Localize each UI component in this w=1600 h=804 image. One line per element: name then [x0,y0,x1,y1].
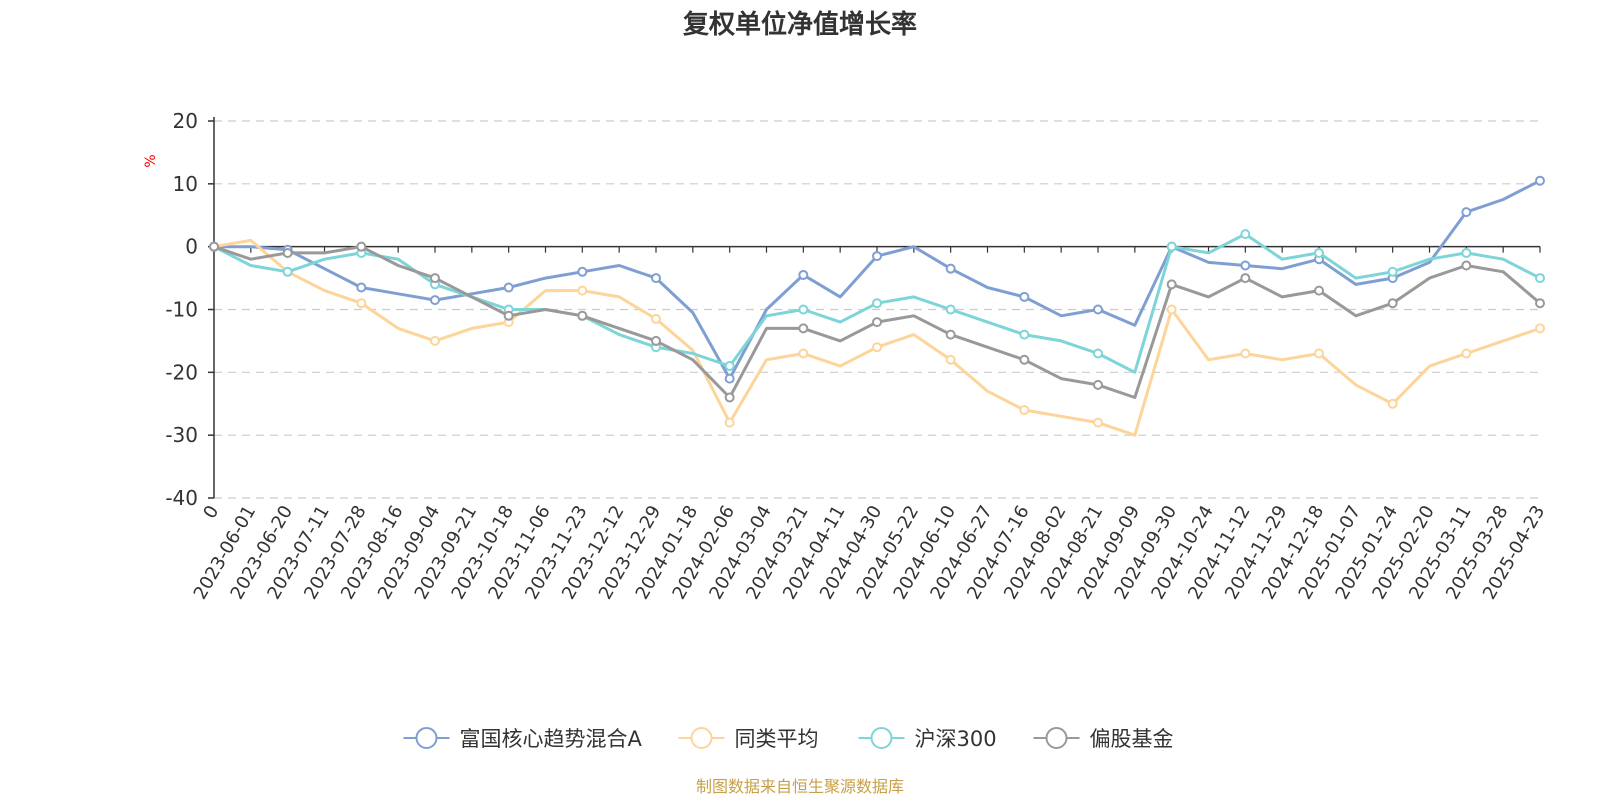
legend-item[interactable]: 同类平均 [678,727,819,751]
data-point-marker [1314,285,1324,296]
data-point-marker [356,241,367,252]
source-note: 制图数据来自恒生聚源数据库 [696,777,904,796]
data-point-marker [798,348,809,359]
data-point-marker [651,335,661,346]
y-tick-label: 0 [185,235,198,259]
grid-lines [214,120,1540,499]
data-point-marker [872,298,882,309]
x-tick-label: 0 [199,502,223,522]
data-point-marker [872,251,882,262]
data-point-marker [1535,273,1545,284]
data-point-marker [577,266,588,277]
data-point-marker [1535,323,1545,334]
legend-label: 富国核心趋势混合A [460,727,643,751]
data-point-marker [1240,260,1251,271]
series-lines [209,175,1545,437]
data-point-marker [1093,417,1103,428]
data-point-marker [872,342,882,353]
data-point-marker [1461,348,1472,359]
data-point-marker [356,282,367,293]
data-point-marker [356,298,367,309]
data-point-marker [577,310,588,321]
data-point-marker [1461,207,1472,218]
data-point-marker [1240,273,1251,284]
legend-circle-icon [870,727,893,749]
chart-title: 复权单位净值增长率 [683,9,917,40]
data-point-marker [872,317,882,328]
data-point-marker [945,304,956,315]
legend-item[interactable]: 富国核心趋势混合A [403,727,643,751]
data-point-marker [1387,266,1398,277]
y-tick-label: -30 [165,423,198,447]
data-point-marker [1166,241,1177,252]
data-point-marker [798,323,809,334]
data-point-marker [430,295,440,306]
legend-label: 偏股基金 [1090,727,1174,751]
data-point-marker [651,273,661,284]
data-point-marker [282,247,293,258]
data-point-marker [1535,298,1545,309]
data-point-marker [1166,304,1177,315]
y-tick-label: -10 [165,298,198,322]
data-point-marker [282,266,293,277]
legend-label: 同类平均 [735,727,819,751]
legend: 富国核心趋势混合A 同类平均 沪深300 偏股基金 [403,727,1174,751]
legend-circle-icon [1045,727,1068,749]
data-point-marker [1461,260,1472,271]
data-point-marker [503,282,514,293]
data-point-marker [1019,354,1030,365]
data-point-marker [1019,291,1030,302]
data-point-marker [798,269,809,280]
y-tick-label: 20 [173,109,198,133]
legend-label: 沪深300 [915,727,997,751]
data-point-marker [1166,279,1177,290]
y-tick-label: 10 [173,172,198,196]
y-tick-label: -20 [165,360,198,384]
y-axis-unit: % [143,154,159,167]
data-point-marker [651,313,661,324]
data-point-marker [1314,348,1324,359]
legend-circle-icon [690,727,713,749]
data-point-marker [1240,229,1251,240]
data-point-marker [1461,247,1472,258]
data-point-marker [798,304,809,315]
data-point-marker [945,329,956,340]
data-point-marker [945,263,956,274]
data-point-marker [1314,247,1324,258]
data-point-marker [430,335,440,346]
data-point-marker [1093,348,1103,359]
data-point-marker [724,361,735,372]
data-point-marker [724,373,735,384]
data-point-marker [1019,329,1030,340]
legend-item[interactable]: 偏股基金 [1033,727,1174,751]
data-point-marker [1240,348,1251,359]
data-point-marker [1093,304,1103,315]
data-point-marker [724,417,735,428]
data-point-marker [1387,298,1398,309]
data-point-marker [430,273,440,284]
legend-circle-icon [415,727,438,749]
y-tick-label: -40 [165,486,198,510]
data-point-marker [1387,398,1398,409]
data-point-marker [209,241,219,252]
legend-item[interactable]: 沪深300 [858,727,997,751]
data-point-marker [945,354,956,365]
data-point-marker [1019,405,1030,416]
data-point-marker [1093,379,1103,390]
data-point-marker [577,285,588,296]
data-point-marker [503,310,514,321]
data-point-marker [724,392,735,403]
data-point-marker [1535,175,1545,186]
